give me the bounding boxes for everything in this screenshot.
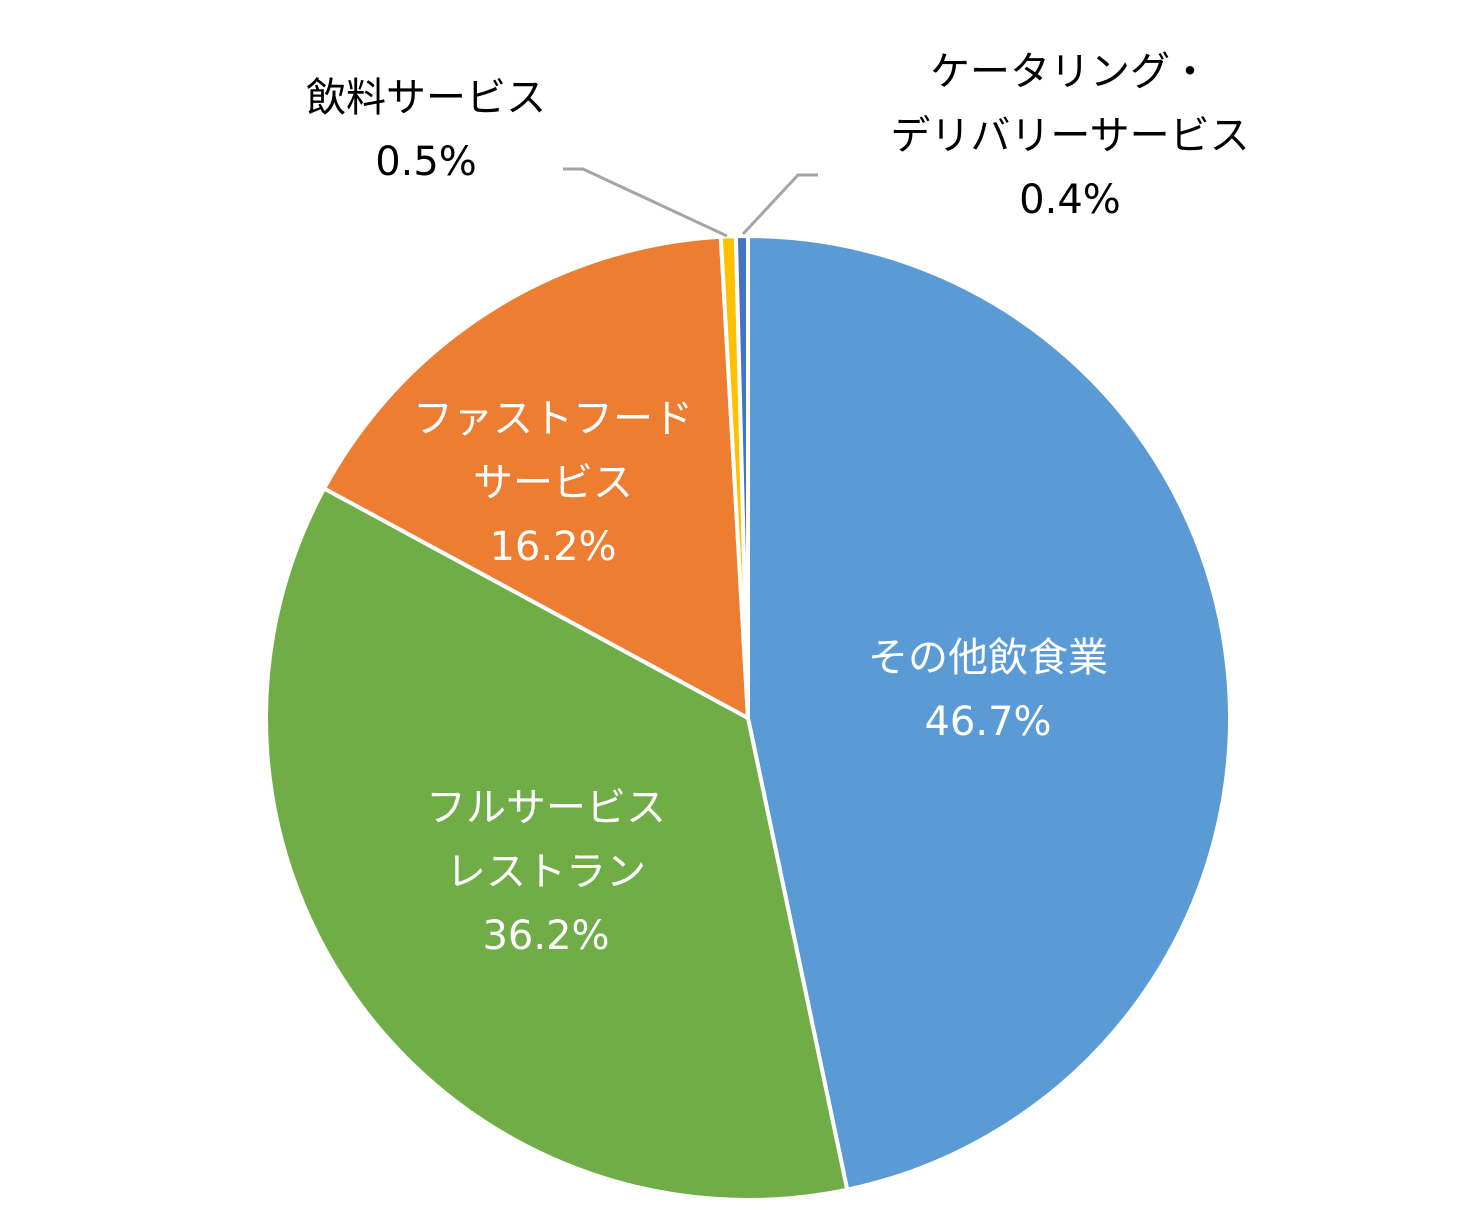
slice-category-line2: レストラン (446, 849, 646, 895)
slice-label-full-service: フルサービス レストラン 36.2% (426, 776, 666, 968)
pie-slice-catering (733, 233, 750, 719)
leader-line-beverage (563, 167, 728, 238)
slice-value: 0.4% (1019, 177, 1121, 223)
leader-line-catering (741, 173, 818, 236)
slice-category: 飲料サービス (306, 75, 546, 121)
slice-label-beverage: 飲料サービス 0.5% (306, 66, 546, 194)
pie-slice-fast-food (321, 234, 751, 722)
pie-slice-full-service (264, 485, 850, 1202)
slice-label-fast-food: ファストフード サービス 16.2% (413, 387, 693, 579)
slice-value: 16.2% (489, 524, 617, 570)
slice-label-catering: ケータリング・ デリバリーサービス 0.4% (890, 40, 1249, 232)
slice-category: ケータリング・ (929, 49, 1210, 95)
slice-category-line2: デリバリーサービス (890, 113, 1250, 159)
slice-value: 36.2% (482, 913, 610, 959)
slice-category: ファストフード (413, 396, 693, 442)
pie-slice-other-food (746, 233, 1232, 1193)
slice-category: その他飲食業 (868, 635, 1108, 681)
slice-label-other-food: その他飲食業 46.7% (868, 626, 1108, 754)
slice-category-line2: サービス (473, 460, 633, 506)
slice-value: 46.7% (924, 699, 1052, 745)
slice-category: フルサービス (426, 785, 666, 831)
slice-value: 0.5% (375, 139, 477, 185)
